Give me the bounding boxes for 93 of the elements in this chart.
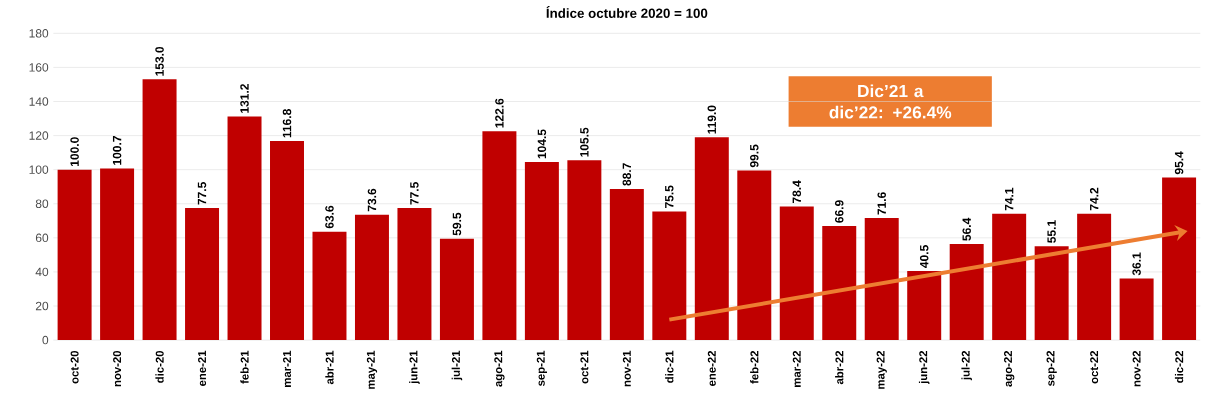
- bar: [482, 130, 517, 340]
- x-tick-label: may-22: [876, 350, 887, 389]
- bar: [439, 238, 474, 340]
- x-tick-label: abr-22: [835, 350, 844, 384]
- data-label: 66.9: [834, 200, 844, 223]
- bar: [864, 217, 899, 340]
- data-label: 74.1: [1005, 187, 1014, 211]
- x-tick-label: jun-21: [409, 350, 420, 384]
- data-label: 78.4: [792, 180, 802, 203]
- x-tick-label: oct-22: [1090, 350, 1099, 384]
- data-label: 88.7: [622, 162, 632, 186]
- x-tick-label: dic-20: [155, 350, 164, 383]
- data-label: 56.4: [962, 217, 971, 241]
- x-tick-label: dic-21: [665, 350, 674, 383]
- data-label: 95.4: [1174, 151, 1184, 174]
- bar: [354, 214, 389, 340]
- x-tick-label: sep-21: [536, 350, 548, 386]
- data-label: 105.5: [580, 127, 589, 157]
- data-label: 71.6: [877, 192, 886, 215]
- bar: [100, 168, 135, 340]
- x-tick-label: feb-21: [240, 350, 249, 384]
- x-tick-label: nov-22: [1132, 350, 1141, 387]
- y-tick-label: 120: [29, 131, 49, 140]
- data-label: 73.6: [367, 188, 377, 211]
- bar: [567, 160, 602, 340]
- data-label: 122.6: [495, 98, 504, 128]
- x-tick-label: may-21: [366, 350, 378, 389]
- x-tick-label: jul-22: [961, 350, 972, 381]
- data-label: 131.2: [240, 83, 249, 113]
- x-tick-label: mar-22: [792, 350, 801, 387]
- bar: [270, 140, 304, 340]
- y-tick-label: 160: [29, 62, 49, 72]
- data-label: 74.2: [1089, 187, 1099, 210]
- x-tick-label: dic-22: [1174, 350, 1184, 383]
- x-tick-label: ene-21: [198, 350, 207, 386]
- chart-title: Índice octubre 2020 = 100: [546, 5, 708, 18]
- y-tick-label: 80: [35, 199, 49, 208]
- bar: [142, 79, 177, 340]
- data-label: 36.1: [1132, 252, 1141, 276]
- bar: [397, 207, 432, 340]
- data-label: 63.6: [325, 205, 334, 229]
- bar: [1119, 278, 1154, 340]
- x-tick-label: nov-20: [113, 350, 122, 387]
- bar: [1034, 245, 1069, 340]
- data-label: 77.5: [197, 181, 207, 205]
- x-tick-label: sep-22: [1046, 350, 1057, 386]
- bar: [992, 213, 1027, 340]
- x-tick-label: abr-21: [325, 350, 334, 384]
- bar: [57, 169, 92, 340]
- x-tick-label: oct-21: [580, 350, 589, 384]
- y-tick-label: 180: [29, 28, 49, 38]
- data-label: 104.5: [537, 129, 547, 159]
- x-tick-label: mar-21: [283, 350, 292, 387]
- bar: [1162, 177, 1197, 340]
- y-tick-label: 40: [35, 267, 49, 276]
- bar: [779, 206, 814, 340]
- y-tick-label: 60: [35, 233, 49, 242]
- data-label: 116.8: [282, 108, 292, 138]
- y-tick-label: 20: [35, 301, 49, 311]
- y-tick-label: 140: [29, 97, 49, 106]
- x-tick-label: ago-22: [1004, 350, 1015, 387]
- bar: [822, 225, 857, 340]
- bar: [185, 207, 220, 340]
- y-tick-label: 0: [42, 335, 49, 345]
- data-label: 99.5: [750, 144, 759, 167]
- bar: [312, 231, 347, 340]
- x-tick-label: jun-22: [918, 350, 930, 384]
- bar: [524, 161, 559, 340]
- data-label: 40.5: [919, 244, 929, 268]
- bar: [227, 116, 262, 340]
- x-tick-label: jul-21: [451, 350, 463, 381]
- x-tick-label: feb-22: [750, 350, 759, 384]
- bar: [652, 211, 687, 340]
- x-tick-label: ago-21: [494, 350, 505, 387]
- x-tick-label: ene-22: [707, 350, 716, 386]
- bar: [737, 170, 772, 340]
- data-label: 119.0: [707, 105, 717, 134]
- x-tick-label: oct-20: [70, 350, 79, 384]
- bar: [1077, 213, 1112, 340]
- x-tick-label: nov-21: [622, 350, 631, 387]
- data-label: 100.0: [70, 136, 79, 166]
- bar: [949, 243, 984, 340]
- bar: [907, 270, 942, 340]
- data-label: 153.0: [155, 46, 164, 76]
- data-label: 77.5: [410, 181, 419, 205]
- bar: [694, 137, 729, 340]
- annotation: Dic’21 a dic’22: +26.4%: [829, 84, 952, 119]
- data-label: 100.7: [112, 135, 122, 165]
- bar: [609, 188, 644, 340]
- data-label: 55.1: [1047, 220, 1056, 243]
- data-label: 75.5: [665, 185, 674, 208]
- data-label: 59.5: [452, 212, 462, 236]
- y-tick-label: 100: [29, 165, 49, 174]
